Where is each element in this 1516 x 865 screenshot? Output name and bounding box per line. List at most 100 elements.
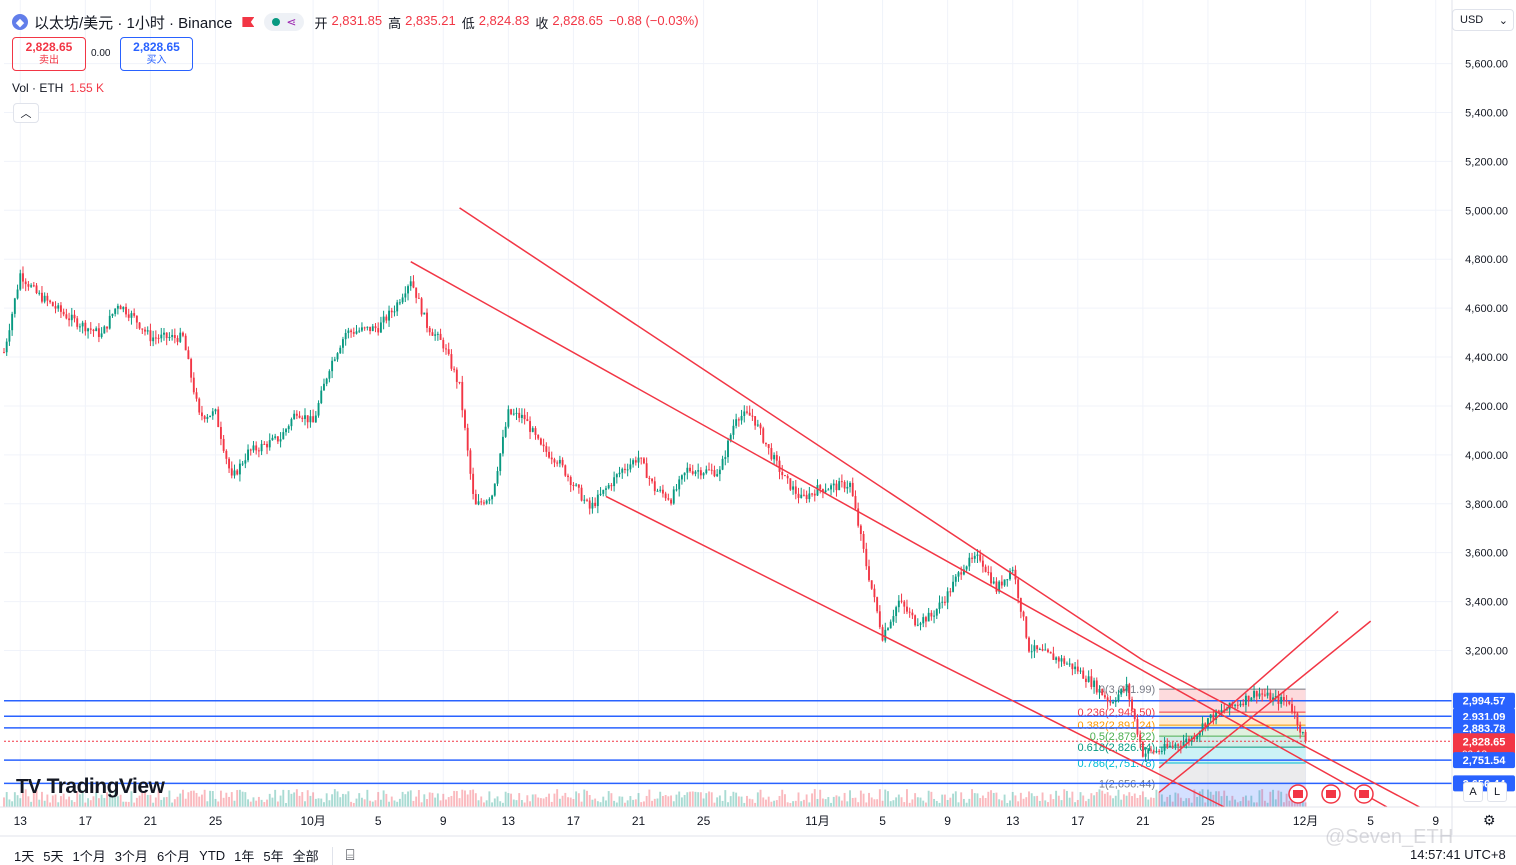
volume-bar [447, 797, 450, 807]
volume-bar [165, 797, 168, 807]
volume-bar [342, 793, 344, 807]
volume-bar [629, 796, 632, 807]
y-tick-label: 5,200.00 [1465, 156, 1508, 168]
candle-body [737, 419, 740, 421]
candle-body [390, 310, 393, 313]
candle-body [878, 611, 881, 628]
volume-bar [1000, 800, 1003, 807]
volume-bar [255, 800, 258, 807]
candle-body [355, 331, 358, 334]
volume-bar [301, 792, 304, 807]
candle-body [68, 318, 71, 321]
candle-body [184, 335, 187, 351]
channel-line [1158, 610, 1339, 769]
calendar-range-icon[interactable]: ⌸ [345, 847, 355, 864]
candle-body [1131, 699, 1133, 710]
candle-body [1125, 684, 1128, 691]
candle-body [328, 371, 331, 379]
volume-bar [889, 801, 892, 807]
candle-body [1049, 651, 1052, 654]
volume-bar [230, 792, 233, 807]
volume-bar [108, 791, 111, 807]
buy-button[interactable]: 2,828.65 买入 [120, 37, 193, 71]
tradingview-logo[interactable]: TV TradingView [16, 775, 165, 798]
volume-legend[interactable]: Vol · ETH 1.55 K [12, 81, 104, 95]
candle-body [824, 490, 827, 493]
candle-body [1109, 701, 1112, 703]
candle-body [748, 412, 751, 416]
timeframe-6m[interactable]: 6个月 [156, 849, 191, 864]
candle-body [868, 566, 870, 581]
volume-bar [1177, 793, 1180, 807]
volume-bar [675, 794, 678, 807]
chevron-down-icon: ⌄ [1498, 14, 1508, 27]
candle-body [233, 470, 236, 476]
candle-body [1158, 750, 1161, 752]
volume-bar [439, 800, 442, 807]
candle-body [149, 330, 152, 342]
candle-body [553, 459, 556, 463]
candle-body [499, 453, 502, 472]
sell-button[interactable]: 2,828.65 卖出 [12, 37, 86, 71]
volume-bar [24, 789, 27, 807]
gear-icon[interactable]: ⚙ [1483, 812, 1496, 828]
volume-bar [735, 792, 738, 807]
volume-bar [987, 791, 990, 807]
timeframe-5d[interactable]: 5天 [43, 849, 64, 864]
market-open-dot-icon [272, 18, 281, 26]
candle-body [1296, 713, 1299, 726]
candle-body [1055, 657, 1058, 660]
candle-body [1120, 689, 1123, 695]
timeframe-3m[interactable]: 3个月 [114, 849, 148, 864]
timeframe-1y[interactable]: 1年 [234, 849, 255, 864]
candle-body [634, 460, 637, 463]
volume-bar [483, 802, 485, 807]
timeframe-1d[interactable]: 1天 [14, 849, 35, 864]
candle-body [1063, 658, 1066, 664]
timeframe-1m[interactable]: 1个月 [72, 849, 106, 864]
candle-body [507, 409, 510, 427]
candle-body [46, 295, 49, 301]
log-scale-button[interactable]: L [1487, 782, 1507, 802]
volume-bar [1082, 795, 1085, 807]
candle-body [192, 377, 195, 393]
volume-bar [531, 794, 534, 807]
clock[interactable]: 14:57:41 UTC+8 [1410, 847, 1506, 862]
volume-bar [116, 796, 119, 807]
candle-body [957, 572, 960, 577]
currency-select[interactable]: USD ⌄ [1452, 9, 1514, 31]
volume-bar [190, 790, 193, 807]
volume-bar [276, 801, 279, 807]
price-label-text: 2,883.78 [1463, 723, 1506, 735]
volume-bar [1087, 798, 1090, 807]
volume-bar [371, 801, 374, 807]
candle-body [659, 489, 662, 491]
candle-body [1188, 738, 1190, 742]
volume-bar [1076, 799, 1079, 807]
timeframe-all[interactable]: 全部 [292, 849, 319, 864]
candle-body [664, 493, 667, 499]
y-tick-label: 3,800.00 [1465, 499, 1508, 511]
volume-bar [1261, 789, 1264, 807]
candle-body [1060, 658, 1063, 662]
candle-body [268, 440, 271, 448]
candle-body [206, 416, 209, 419]
candle-body [344, 332, 347, 340]
candle-body [713, 470, 716, 477]
flag-icon[interactable] [242, 17, 255, 27]
candle-body [542, 444, 545, 447]
candle-body [732, 425, 735, 435]
candle-body [238, 463, 241, 475]
status-pill[interactable]: ⋖ [264, 13, 305, 31]
auto-scale-button[interactable]: A [1463, 782, 1483, 802]
volume-bar [819, 789, 822, 807]
symbol-title[interactable]: 以太坊/美元 · 1小时 · Binance [34, 14, 233, 32]
timeframe-5y[interactable]: 5年 [263, 849, 284, 864]
timeframe-ytd[interactable]: YTD [199, 848, 226, 863]
volume-bar [965, 802, 968, 807]
candle-body [485, 500, 488, 504]
collapse-legend-button[interactable]: ︿ [13, 103, 39, 123]
volume-bar [1171, 801, 1174, 807]
candle-body [19, 273, 22, 290]
